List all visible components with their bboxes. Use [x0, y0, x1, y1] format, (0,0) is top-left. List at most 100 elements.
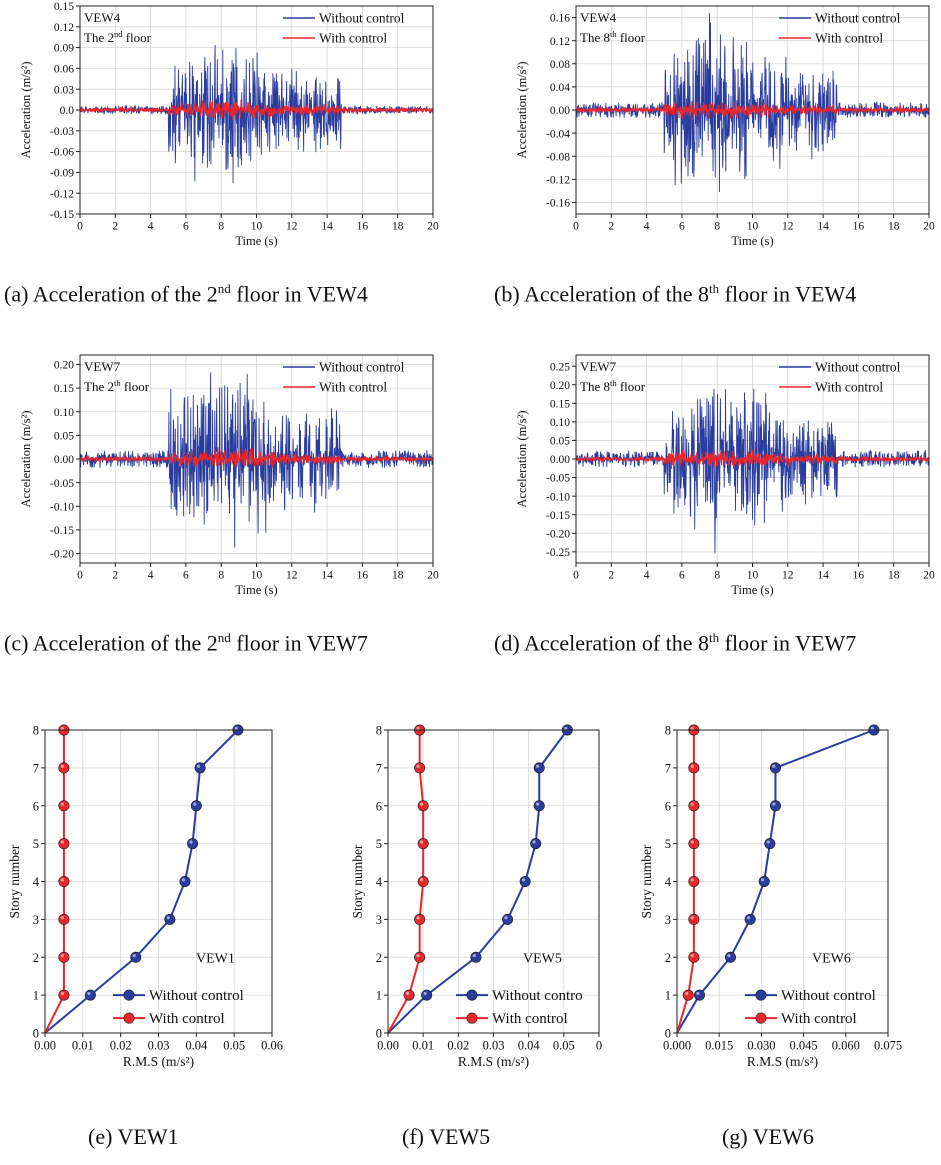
- x-tick-label: 0.045: [790, 1039, 818, 1053]
- x-tick-label: 6: [679, 570, 685, 582]
- legend-label: With control: [319, 380, 387, 395]
- legend-label: With control: [815, 380, 883, 395]
- x-tick-label: 0.03: [483, 1039, 505, 1053]
- data-point-highlight: [416, 916, 420, 920]
- data-point: [688, 800, 700, 812]
- annotation-model: VEW4: [580, 10, 617, 25]
- y-tick-label: 0.08: [550, 59, 570, 71]
- y-tick-label: 0.12: [550, 36, 570, 48]
- caption-d: (d) Acceleration of the 8th floor in VEW…: [494, 630, 857, 656]
- data-point-highlight: [532, 840, 536, 844]
- x-tick-label: 0.00: [34, 1039, 56, 1053]
- data-point: [58, 989, 70, 1001]
- y-tick-label: 4: [665, 875, 672, 889]
- x-tick-label: 0.02: [447, 1039, 469, 1053]
- data-point-highlight: [472, 954, 476, 958]
- y-tick-label: 7: [376, 761, 382, 775]
- y-tick-label: 0.09: [54, 43, 74, 55]
- x-tick-label: 8: [218, 570, 224, 582]
- x-tick-label: 0: [77, 221, 83, 233]
- data-point-highlight: [405, 991, 410, 996]
- data-point-highlight: [419, 878, 424, 882]
- data-point: [502, 913, 514, 925]
- series-line-without-control: [80, 372, 433, 548]
- data-point-highlight: [690, 954, 694, 958]
- data-point-highlight: [196, 764, 201, 768]
- y-tick-label: 2: [665, 951, 671, 965]
- x-tick-label: 0.04: [518, 1039, 541, 1053]
- x-tick-label: 18: [888, 221, 900, 233]
- data-point-highlight: [423, 991, 427, 996]
- y-tick-label: -0.15: [50, 209, 74, 221]
- series-line-without-control: [576, 388, 929, 554]
- y-tick-label: -0.10: [50, 501, 74, 513]
- data-point-highlight: [419, 802, 424, 806]
- x-tick-label: 14: [817, 570, 829, 582]
- y-tick-label: 6: [665, 799, 671, 813]
- y-tick-label: 8: [33, 724, 39, 738]
- x-tick-label: 6: [183, 221, 189, 233]
- y-tick-label: 5: [665, 837, 671, 851]
- data-point-highlight: [132, 954, 136, 958]
- data-point: [682, 989, 694, 1001]
- y-tick-label: 0.20: [550, 380, 570, 392]
- data-point: [530, 838, 542, 850]
- annotation-floor: The 8th floor: [580, 378, 646, 394]
- x-tick-label: 0: [596, 1039, 602, 1053]
- annotation-floor: The 2nd floor: [84, 29, 152, 45]
- annotation-floor: The 8th floor: [580, 29, 646, 45]
- x-tick-label: 14: [321, 570, 333, 582]
- y-tick-label: 0.04: [550, 82, 570, 94]
- legend-marker: [123, 1012, 135, 1024]
- y-tick-label: 8: [376, 724, 382, 738]
- x-axis-label: R.M.S (m/s²): [123, 1054, 194, 1069]
- y-tick-label: 0.00: [550, 454, 570, 466]
- data-point-highlight: [181, 878, 185, 882]
- y-tick-label: 0.05: [54, 431, 74, 443]
- annotation-model: VEW4: [84, 10, 121, 25]
- x-tick-label: 20: [923, 221, 935, 233]
- y-tick-label: 7: [33, 761, 39, 775]
- data-point-highlight: [690, 726, 694, 731]
- x-tick-label: 12: [782, 221, 794, 233]
- data-point: [688, 875, 700, 887]
- y-tick-label: -0.08: [546, 151, 570, 163]
- x-tick-label: 4: [644, 221, 650, 233]
- x-tick-label: 16: [853, 221, 865, 233]
- data-point-highlight: [60, 916, 64, 920]
- x-tick-label: 4: [644, 570, 650, 582]
- data-point: [187, 838, 199, 850]
- legend-marker: [755, 989, 767, 1001]
- x-tick-label: 10: [251, 570, 263, 582]
- y-tick-label: 6: [33, 799, 39, 813]
- x-tick-label: 18: [392, 570, 404, 582]
- data-point: [417, 875, 429, 887]
- y-tick-label: 0.0: [60, 105, 75, 117]
- data-point: [190, 800, 202, 812]
- y-tick-label: 7: [665, 761, 671, 775]
- data-point: [764, 838, 776, 850]
- x-tick-label: 0.015: [705, 1039, 733, 1053]
- y-tick-label: 0.00: [550, 105, 570, 117]
- y-tick-label: 0.25: [550, 361, 570, 373]
- data-point: [414, 762, 426, 774]
- y-tick-label: 0.06: [54, 64, 74, 76]
- x-tick-label: 4: [148, 221, 154, 233]
- x-tick-label: 0.05: [553, 1039, 575, 1053]
- y-tick-label: 0: [376, 1027, 382, 1041]
- data-point-highlight: [690, 878, 694, 882]
- x-tick-label: 2: [608, 570, 614, 582]
- data-point-highlight: [772, 764, 776, 768]
- x-tick-label: 6: [679, 221, 685, 233]
- data-point-highlight: [766, 840, 770, 844]
- x-axis-label: Time (s): [235, 234, 277, 248]
- annotation-model: VEW1: [196, 951, 235, 966]
- x-tick-label: 0.05: [223, 1039, 245, 1053]
- y-tick-label: 0.15: [54, 1, 74, 13]
- data-point: [519, 875, 531, 887]
- data-point: [688, 913, 700, 925]
- data-point: [688, 951, 700, 963]
- data-point: [194, 762, 206, 774]
- data-point: [533, 800, 545, 812]
- y-tick-label: 0.05: [550, 436, 570, 448]
